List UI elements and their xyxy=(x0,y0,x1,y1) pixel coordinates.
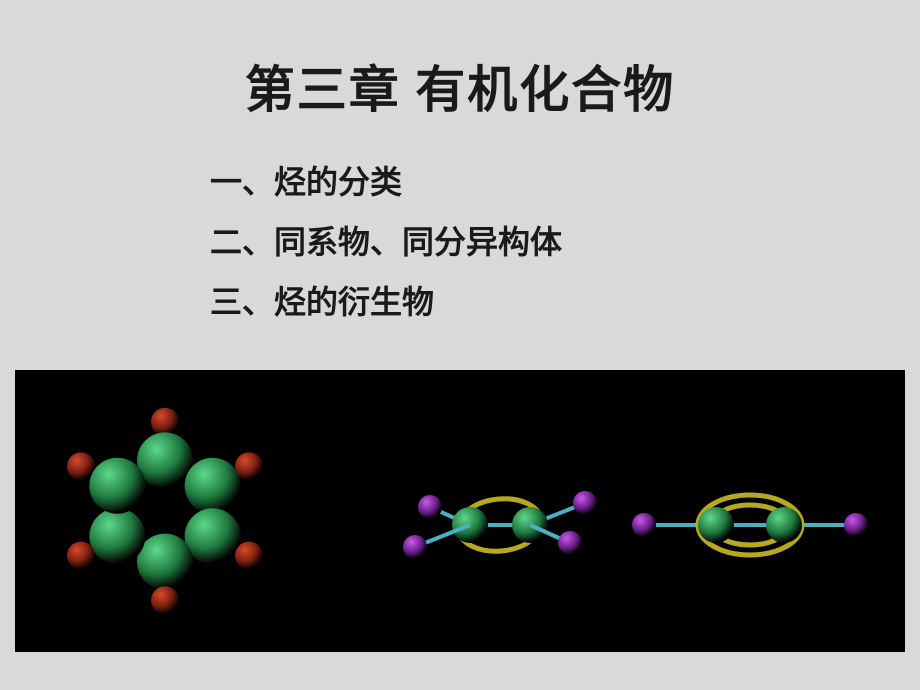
topic-list: 一、烃的分类 二、同系物、同分异构体 三、烃的衍生物 xyxy=(210,152,920,332)
molecule-diagram xyxy=(15,370,905,652)
topic-item-3: 三、烃的衍生物 xyxy=(210,272,920,332)
topic-item-1: 一、烃的分类 xyxy=(210,152,920,212)
topic-item-2: 二、同系物、同分异构体 xyxy=(210,212,920,272)
chapter-title: 第三章 有机化合物 xyxy=(0,0,920,122)
